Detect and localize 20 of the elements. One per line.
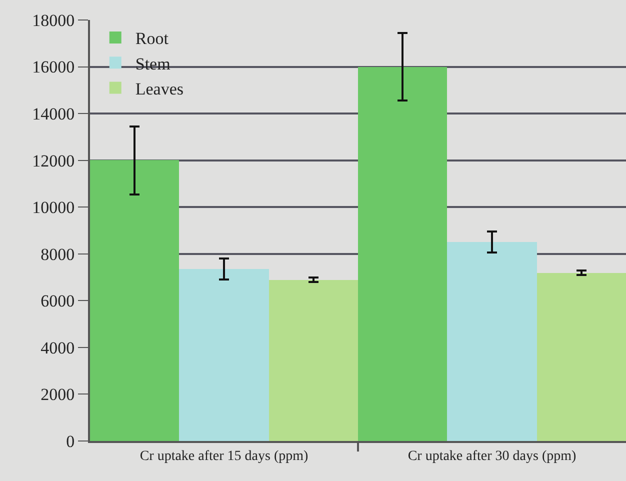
x-tick-label: Cr uptake after 30 days (ppm) (408, 448, 576, 464)
legend-label: Root (135, 29, 169, 48)
y-tick-label: 16000 (32, 58, 75, 77)
y-tick-label: 18000 (32, 10, 75, 30)
y-tick-label: 12000 (32, 151, 75, 170)
y-tick-label: 4000 (40, 338, 75, 358)
y-tick-label: 14000 (32, 104, 75, 124)
y-tick-label: 6000 (40, 292, 75, 311)
y-tick-label: 8000 (40, 244, 75, 264)
x-tick-label: Cr uptake after 15 days (ppm) (140, 448, 308, 464)
y-tick-label: 10000 (32, 198, 75, 218)
bar (447, 242, 537, 441)
bar (90, 160, 179, 441)
y-tick-label: 2000 (40, 385, 75, 404)
bar (537, 273, 626, 441)
y-tick-label: 0 (66, 432, 75, 451)
bar (358, 67, 447, 441)
bar (269, 280, 358, 441)
bar (179, 269, 269, 441)
legend-label: Leaves (135, 79, 184, 98)
